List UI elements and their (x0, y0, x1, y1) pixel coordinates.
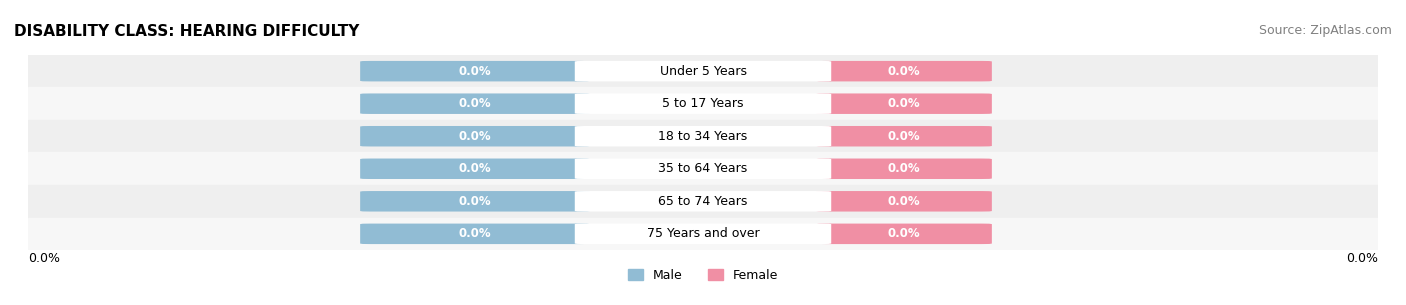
FancyBboxPatch shape (360, 191, 589, 212)
FancyBboxPatch shape (575, 224, 831, 244)
Text: 0.0%: 0.0% (1346, 252, 1378, 265)
Text: 75 Years and over: 75 Years and over (647, 227, 759, 240)
FancyBboxPatch shape (575, 93, 831, 114)
FancyBboxPatch shape (575, 61, 831, 81)
FancyBboxPatch shape (360, 126, 589, 146)
Text: 0.0%: 0.0% (887, 162, 921, 175)
Text: 0.0%: 0.0% (887, 97, 921, 110)
Bar (28, 217, 1378, 250)
Text: 65 to 74 Years: 65 to 74 Years (658, 195, 748, 208)
Text: 0.0%: 0.0% (458, 130, 491, 143)
Bar (28, 88, 1378, 120)
Legend: Male, Female: Male, Female (623, 264, 783, 287)
Text: Source: ZipAtlas.com: Source: ZipAtlas.com (1258, 24, 1392, 38)
Text: 18 to 34 Years: 18 to 34 Years (658, 130, 748, 143)
FancyBboxPatch shape (360, 224, 589, 244)
Text: 0.0%: 0.0% (458, 97, 491, 110)
Text: 35 to 64 Years: 35 to 64 Years (658, 162, 748, 175)
Text: 0.0%: 0.0% (28, 252, 60, 265)
FancyBboxPatch shape (817, 159, 991, 179)
FancyBboxPatch shape (817, 61, 991, 81)
FancyBboxPatch shape (817, 93, 991, 114)
Text: DISABILITY CLASS: HEARING DIFFICULTY: DISABILITY CLASS: HEARING DIFFICULTY (14, 24, 360, 39)
Bar (28, 120, 1378, 152)
Text: 0.0%: 0.0% (887, 130, 921, 143)
Bar (28, 185, 1378, 217)
Text: 0.0%: 0.0% (458, 195, 491, 208)
Text: 0.0%: 0.0% (887, 227, 921, 240)
Text: 0.0%: 0.0% (458, 227, 491, 240)
FancyBboxPatch shape (575, 191, 831, 212)
Text: Under 5 Years: Under 5 Years (659, 65, 747, 78)
Text: 0.0%: 0.0% (458, 162, 491, 175)
Bar (28, 55, 1378, 88)
FancyBboxPatch shape (817, 224, 991, 244)
FancyBboxPatch shape (817, 191, 991, 212)
FancyBboxPatch shape (575, 126, 831, 146)
Text: 0.0%: 0.0% (887, 195, 921, 208)
FancyBboxPatch shape (360, 159, 589, 179)
Bar (28, 152, 1378, 185)
Text: 0.0%: 0.0% (458, 65, 491, 78)
FancyBboxPatch shape (360, 93, 589, 114)
FancyBboxPatch shape (360, 61, 589, 81)
Text: 0.0%: 0.0% (887, 65, 921, 78)
Text: 5 to 17 Years: 5 to 17 Years (662, 97, 744, 110)
FancyBboxPatch shape (575, 159, 831, 179)
FancyBboxPatch shape (817, 126, 991, 146)
